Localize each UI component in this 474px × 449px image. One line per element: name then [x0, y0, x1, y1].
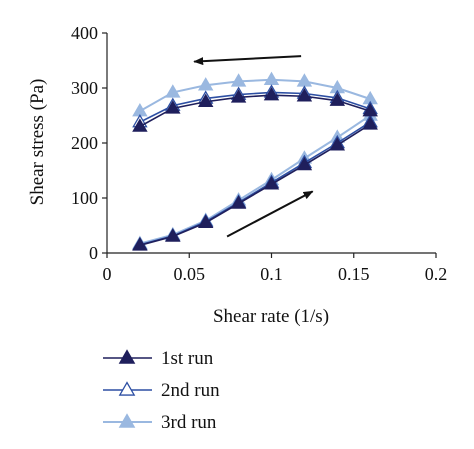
- data-point: [230, 195, 247, 209]
- data-point: [230, 89, 247, 103]
- legend-marker: [118, 413, 136, 428]
- series-line-down: [139, 91, 371, 123]
- y-tick-label: 100: [71, 188, 98, 208]
- data-point: [197, 77, 214, 91]
- data-point: [263, 87, 280, 101]
- plot-area: [132, 55, 378, 251]
- data-point: [165, 84, 181, 98]
- data-point: [329, 137, 346, 151]
- data-point: [230, 73, 247, 87]
- series-1: [132, 87, 378, 251]
- data-point: [165, 228, 181, 242]
- x-tick-label: 0.2: [425, 264, 448, 284]
- data-point: [329, 92, 346, 106]
- x-axis-title: Shear rate (1/s): [213, 306, 329, 327]
- legend-label: 2nd run: [161, 380, 220, 401]
- data-point: [296, 156, 313, 171]
- data-point: [197, 93, 214, 108]
- data-point: [197, 214, 214, 229]
- y-tick-label: 0: [89, 243, 98, 263]
- data-point: [263, 176, 280, 190]
- axes: 0 0.05 0.1 0.15 0.2 0 100 200 300 400: [71, 23, 447, 284]
- legend-item-3: 3rd run: [103, 412, 217, 433]
- series-line-down: [139, 78, 371, 112]
- direction-arrow-up-right: [226, 190, 314, 238]
- y-tick-label: 300: [71, 78, 98, 98]
- legend-item-1: 1st run: [103, 348, 214, 369]
- data-point: [362, 116, 378, 130]
- x-tick-label: 0: [103, 264, 112, 284]
- x-tick-label: 0.1: [260, 264, 283, 284]
- legend: 1st run 2nd run 3rd run: [103, 348, 220, 433]
- data-point: [165, 100, 181, 114]
- legend-label: 3rd run: [161, 412, 217, 433]
- legend-marker: [118, 381, 136, 396]
- y-axis-title: Shear stress (Pa): [27, 79, 48, 206]
- legend-marker: [118, 349, 136, 364]
- legend-label: 1st run: [161, 348, 214, 369]
- legend-item-2: 2nd run: [103, 380, 220, 401]
- direction-arrow-left: [193, 55, 302, 66]
- data-point: [263, 71, 280, 86]
- data-point: [132, 237, 148, 251]
- x-tick-label: 0.15: [338, 264, 370, 284]
- data-point: [132, 118, 148, 132]
- series-line-down: [139, 94, 371, 128]
- x-tick-label: 0.05: [174, 264, 206, 284]
- data-point: [362, 102, 378, 117]
- y-tick-label: 400: [71, 23, 98, 43]
- data-point: [296, 88, 313, 102]
- y-tick-label: 200: [71, 133, 98, 153]
